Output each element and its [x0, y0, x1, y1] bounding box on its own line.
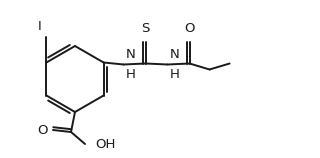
- Text: N: N: [125, 48, 135, 61]
- Text: OH: OH: [95, 137, 116, 151]
- Text: H: H: [170, 67, 180, 80]
- Text: I: I: [38, 21, 41, 33]
- Text: O: O: [37, 124, 48, 137]
- Text: H: H: [125, 67, 135, 80]
- Text: O: O: [184, 21, 195, 34]
- Text: N: N: [170, 48, 179, 61]
- Text: S: S: [141, 21, 150, 34]
